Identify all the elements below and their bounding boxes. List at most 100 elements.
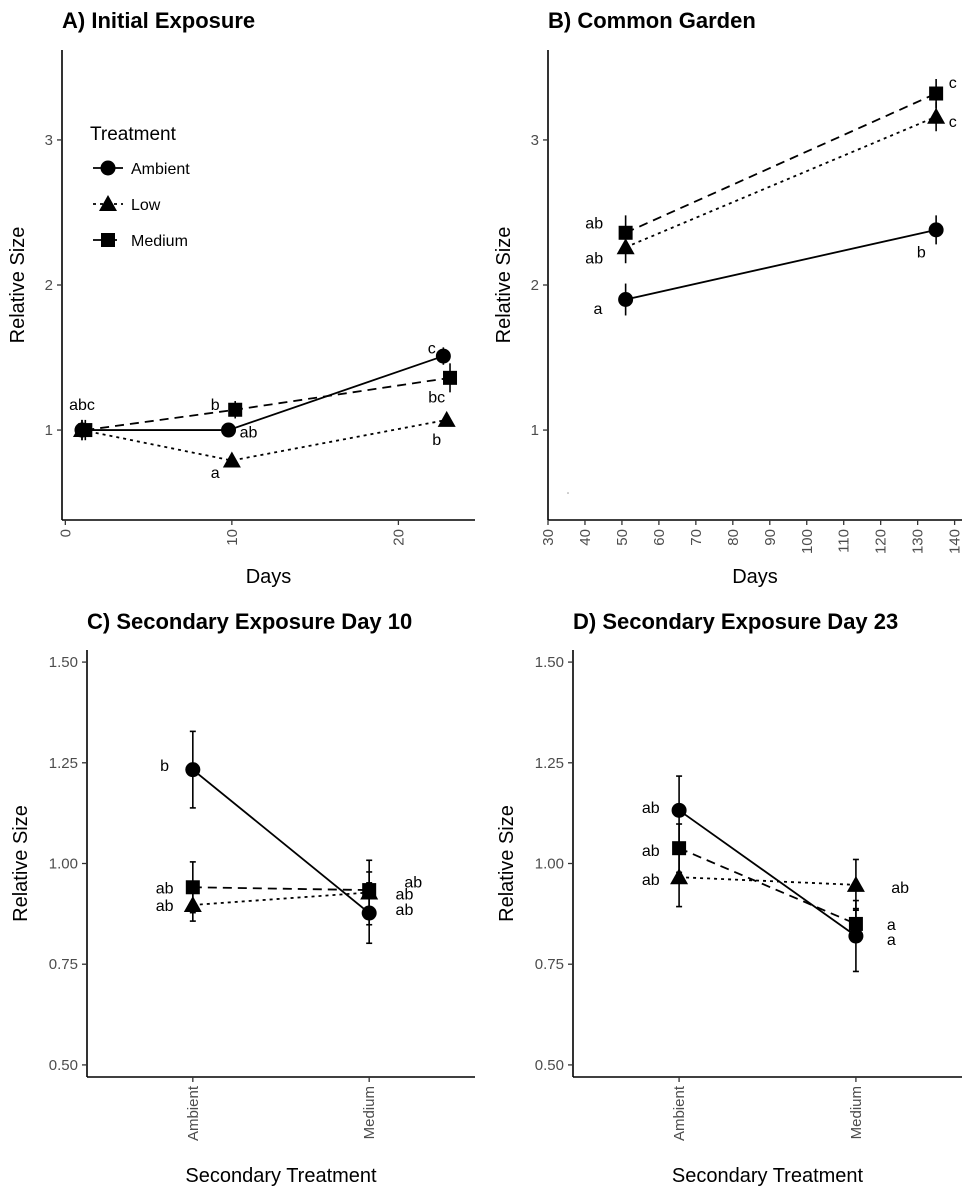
series-line-low (81, 419, 447, 462)
series-line-medium (85, 376, 451, 431)
x-axis-title: Secondary Treatment (672, 1165, 864, 1187)
series-line-ambient (625, 228, 937, 301)
x-tick-label: 10 (224, 529, 241, 546)
significance-label: abc (69, 397, 95, 414)
stray-dot (567, 492, 569, 494)
panel-b: B) Common Garden 1 2 3 30 40 50 60 70 80 90 100 110 1… (493, 8, 964, 588)
significance-label: b (211, 397, 220, 414)
x-tick-label: Medium (848, 1086, 865, 1139)
marker-ambient (618, 292, 634, 308)
x-tick-label: 50 (614, 529, 631, 546)
marker-medium (618, 225, 633, 240)
marker-ambient (435, 348, 451, 364)
significance-label: ab (891, 880, 909, 897)
series-line-low (625, 115, 937, 249)
significance-label: c (949, 75, 957, 92)
significance-label: ab (642, 800, 660, 817)
x-tick-label: 100 (799, 529, 816, 554)
significance-label: ab (396, 887, 414, 904)
marker-low (670, 868, 689, 885)
x-axis-title: Days (732, 566, 778, 588)
y-tick-label: 1.25 (49, 755, 78, 772)
marker-medium (78, 423, 93, 438)
x-tick-label: 70 (688, 529, 705, 546)
significance-label: b (432, 432, 441, 449)
y-tick-label: 2 (45, 277, 53, 294)
x-tick-label: 110 (836, 529, 853, 553)
y-tick-label: 1.50 (49, 654, 78, 671)
significance-label: ab (642, 843, 660, 860)
significance-label: a (887, 917, 896, 934)
significance-label: c (949, 114, 957, 131)
marker-medium (228, 402, 243, 417)
significance-label: ab (156, 881, 174, 898)
panel-a: A) Initial Exposure 1 2 3 0 10 20 Days Relative … (7, 8, 475, 588)
series-line-medium (625, 92, 937, 234)
panel-title: D) Secondary Exposure Day 23 (573, 609, 898, 634)
marker-low (222, 451, 241, 468)
y-tick-label: 2 (531, 277, 539, 294)
y-axis-title: Relative Size (10, 805, 32, 922)
marker-medium (848, 916, 863, 931)
marker-medium (672, 841, 687, 856)
y-tick-label: 0.50 (535, 1057, 564, 1074)
series-line-medium (678, 847, 857, 925)
x-tick-label: 30 (540, 529, 557, 546)
significance-label: b (160, 758, 169, 775)
series-line-low (192, 891, 370, 906)
x-tick-label: 20 (390, 529, 407, 546)
x-tick-label: 60 (651, 529, 668, 546)
y-tick-label: 0.75 (49, 956, 78, 973)
y-tick-label: 1 (45, 422, 53, 439)
y-tick-label: 3 (531, 132, 539, 149)
panel-title: A) Initial Exposure (62, 8, 255, 33)
y-tick-label: 1.25 (535, 755, 564, 772)
y-tick-label: 1.50 (535, 654, 564, 671)
series-line-ambient (678, 809, 857, 937)
x-axis-title: Days (246, 566, 292, 588)
panel-title: B) Common Garden (548, 8, 756, 33)
significance-label: ab (585, 216, 603, 233)
y-tick-label: 0.75 (535, 956, 564, 973)
significance-label: ab (585, 250, 603, 267)
y-tick-label: 1.00 (535, 856, 564, 873)
series-line-medium (192, 886, 370, 891)
marker-low (437, 410, 456, 427)
significance-label: b (917, 245, 926, 262)
legend: Treatment Ambient Low Medium (90, 124, 190, 250)
significance-label: ab (396, 902, 414, 919)
legend-label: Medium (131, 233, 188, 250)
x-axis-title: Secondary Treatment (185, 1165, 377, 1187)
x-tick-label: 90 (762, 529, 779, 546)
marker-medium (929, 86, 944, 101)
marker-ambient (928, 222, 944, 238)
y-tick-label: 0.50 (49, 1057, 78, 1074)
y-tick-label: 3 (45, 132, 53, 149)
marker-low (927, 107, 946, 124)
x-tick-label: Ambient (185, 1085, 202, 1141)
series-line-low (679, 876, 856, 886)
marker-medium (443, 370, 458, 385)
x-tick-label: 40 (577, 529, 594, 546)
marker-low (846, 875, 865, 892)
legend-key-triangle-icon (99, 195, 117, 211)
significance-label: a (887, 932, 896, 949)
y-axis-title: Relative Size (493, 227, 515, 344)
marker-ambient (671, 802, 687, 818)
series-line-ambient (192, 768, 370, 914)
significance-label: a (211, 465, 220, 482)
panel-c: C) Secondary Exposure Day 10 0.50 0.75 1.00… (10, 609, 475, 1187)
x-tick-label: Medium (361, 1086, 378, 1139)
legend-key-circle-icon (100, 160, 116, 176)
x-tick-label: 120 (873, 529, 890, 554)
legend-label: Low (131, 197, 161, 214)
x-tick-label: 80 (725, 529, 742, 546)
y-axis-title: Relative Size (496, 805, 518, 922)
marker-ambient (185, 762, 201, 778)
x-tick-label: 140 (947, 529, 964, 554)
x-tick-label: 0 (57, 529, 74, 537)
y-tick-label: 1.00 (49, 856, 78, 873)
significance-label: c (428, 340, 436, 357)
marker-medium (362, 883, 377, 898)
